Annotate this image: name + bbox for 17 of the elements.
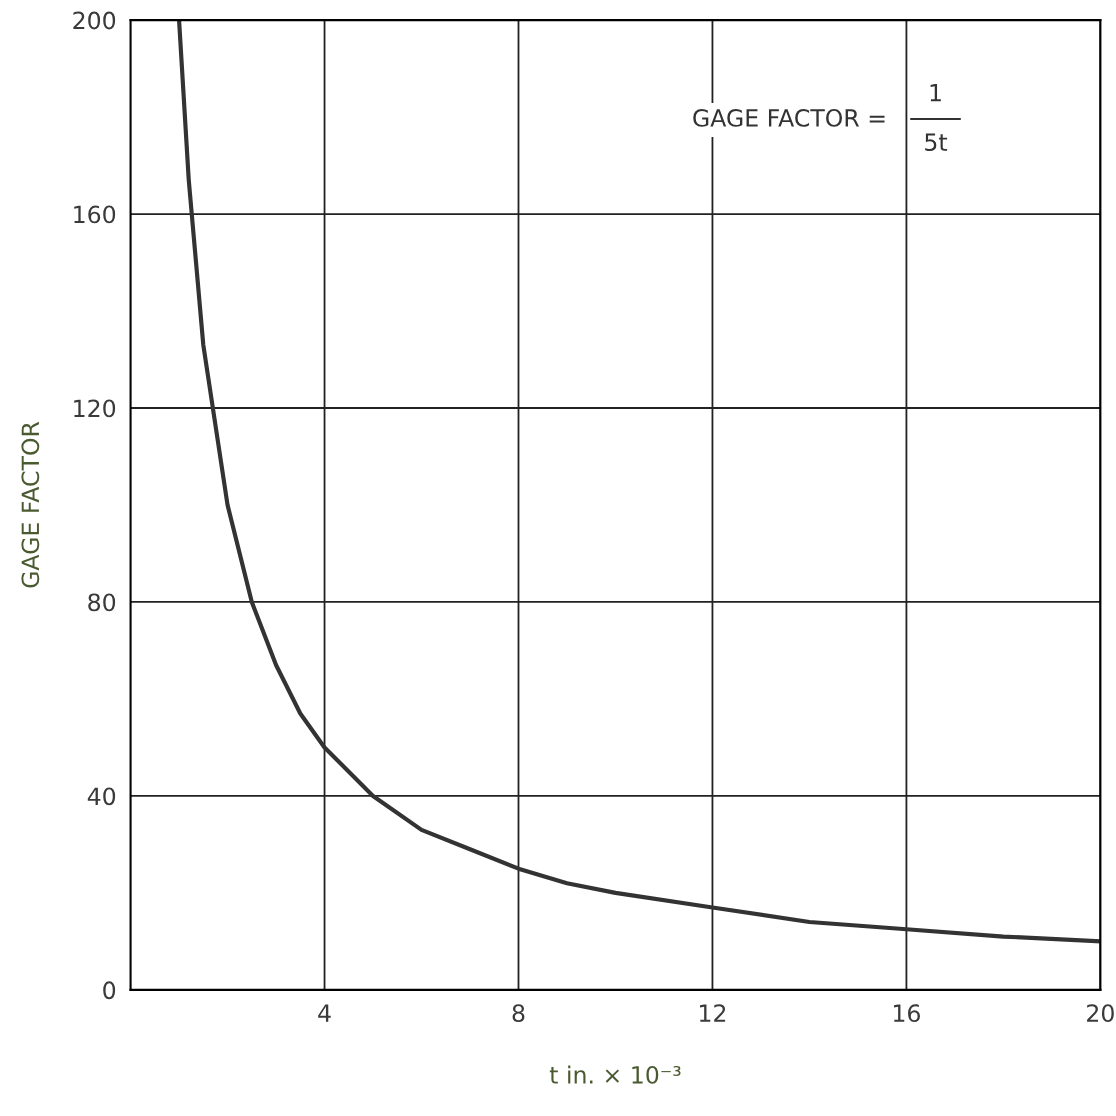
- y-tick-label: 200: [73, 11, 116, 30]
- annotation: 1: [930, 84, 941, 102]
- annotation: GAGE FACTOR =: [693, 108, 885, 127]
- x-tick-label: 12: [700, 1004, 726, 1022]
- line-series: [176, 20, 1101, 944]
- annotation: 5t: [925, 133, 948, 152]
- y-tick-label: 160: [74, 205, 116, 224]
- x-tick-label: 4: [318, 1004, 331, 1022]
- y-axis-title: GAGE FACTOR: [21, 421, 40, 588]
- y-tick-label: 0: [103, 981, 116, 1000]
- x-tick-label: 20: [1087, 1004, 1114, 1023]
- x-tick-label: 8: [512, 1004, 525, 1023]
- y-tick-label: 80: [88, 593, 116, 612]
- y-tick-label: 120: [74, 399, 116, 418]
- x-axis-title: t in. × 10⁻³: [549, 1065, 681, 1084]
- x-tick-label: 16: [893, 1004, 920, 1023]
- y-tick-label: 40: [87, 787, 116, 806]
